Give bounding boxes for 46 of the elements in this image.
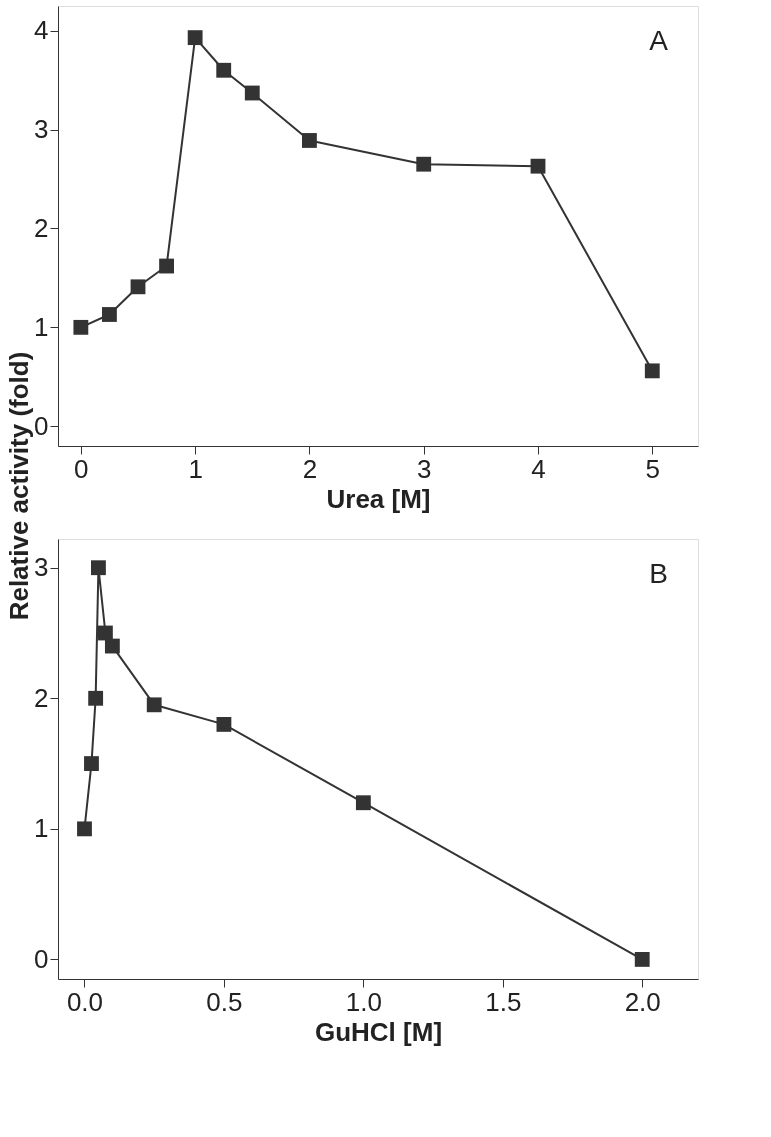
x-tick-label: 1.5 xyxy=(485,986,522,1017)
y-tick-label: 0 xyxy=(34,410,49,441)
annotation: B xyxy=(649,558,668,589)
y-tick-label: 1 xyxy=(34,311,49,342)
point xyxy=(102,307,117,322)
point xyxy=(634,952,650,967)
point xyxy=(73,319,89,335)
point xyxy=(91,560,106,576)
point xyxy=(644,363,660,379)
y-tick-label: 3 xyxy=(34,552,49,583)
y-tick-label: 2 xyxy=(34,212,49,243)
point xyxy=(104,638,120,654)
point xyxy=(302,133,317,148)
y-tick-label: 1 xyxy=(34,813,49,844)
point xyxy=(216,62,232,78)
point xyxy=(216,716,232,732)
x-axis-title: Urea [M] xyxy=(326,483,431,514)
x-axis-title: GuHCl [M] xyxy=(314,1016,443,1047)
y-axis-title: Relative activity (fold) xyxy=(4,351,34,621)
x-tick-label: 0 xyxy=(74,453,89,484)
x-tick-label: 0.0 xyxy=(66,986,104,1017)
x-tick-label: 4 xyxy=(531,453,546,484)
y-tick-label: 2 xyxy=(34,682,49,713)
y-tick-label: 0 xyxy=(34,943,49,974)
annotation: A xyxy=(649,25,669,56)
x-tick-label: 2 xyxy=(302,453,318,484)
point xyxy=(530,158,546,174)
point xyxy=(159,258,174,274)
y-tick-label: 4 xyxy=(34,15,49,46)
point xyxy=(146,697,162,713)
x-tick-label: 5 xyxy=(645,453,661,484)
point xyxy=(84,756,99,771)
x-tick-label: 3 xyxy=(416,453,432,484)
point xyxy=(416,156,432,172)
x-tick-label: 0.5 xyxy=(206,986,243,1017)
point xyxy=(244,85,260,101)
point xyxy=(355,795,371,811)
x-tick-label: 1.0 xyxy=(345,986,382,1017)
point xyxy=(187,30,203,46)
point xyxy=(97,625,113,641)
point xyxy=(88,690,104,706)
point xyxy=(130,279,146,295)
x-tick-label: 2.0 xyxy=(624,986,661,1017)
point xyxy=(77,821,92,837)
y-tick-label: 3 xyxy=(34,114,49,145)
x-tick-label: 1 xyxy=(188,453,203,484)
